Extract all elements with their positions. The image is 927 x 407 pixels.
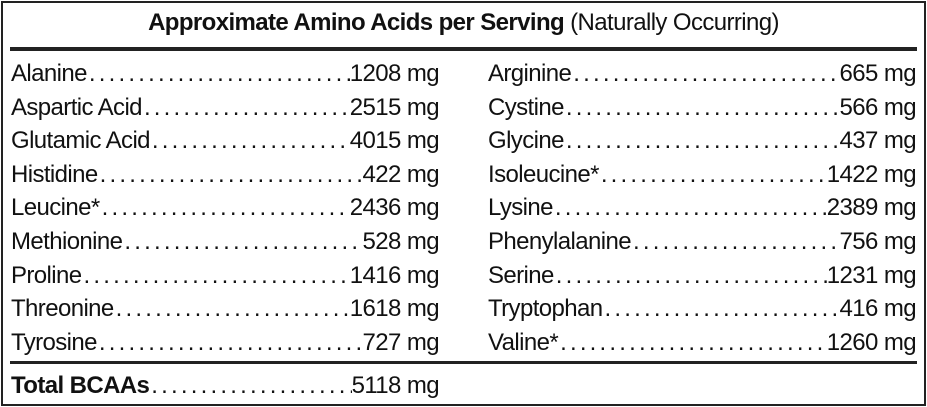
dot-leader: ........................................… [101, 194, 350, 222]
amino-acid-name: Cystine [488, 93, 564, 121]
amino-acid-amount: 1260 mg [826, 328, 917, 356]
dot-leader: ........................................… [565, 127, 840, 155]
amino-acid-row: Tyrosine................................… [11, 326, 440, 360]
amino-acid-name: Alanine [11, 60, 87, 87]
amino-acid-row: Aspartic Acid...........................… [11, 91, 440, 125]
amino-acid-amount: 665 mg [839, 60, 917, 87]
total-value: 5118 mg [351, 372, 440, 399]
amino-acid-name: Glutamic Acid [11, 127, 151, 155]
dot-leader: ........................................… [554, 194, 827, 222]
amino-acid-amount: 756 mg [839, 227, 917, 255]
amino-acid-name: Proline [11, 261, 82, 289]
amino-acid-amount: 1422 mg [826, 160, 917, 188]
dot-leader: ........................................… [560, 328, 827, 356]
amino-acid-name: Aspartic Acid [11, 93, 143, 121]
amino-acid-amount: 4015 mg [349, 127, 440, 155]
dot-leader: ........................................… [143, 93, 350, 121]
amino-acid-row: Lysine..................................… [488, 191, 917, 225]
footer-divider [10, 361, 917, 364]
amino-acid-amount: 1416 mg [349, 261, 440, 289]
amino-acid-amount: 422 mg [362, 160, 440, 188]
amino-acid-name: Histidine [11, 160, 98, 188]
header-divider [10, 47, 917, 51]
dot-leader: ........................................… [555, 261, 827, 289]
total-row: Total BCAAs ............................… [11, 369, 440, 403]
panel-title: Approximate Amino Acids per Serving (Nat… [148, 9, 779, 36]
amino-acid-row: Alanine.................................… [11, 57, 440, 91]
amino-acid-amount: 2436 mg [349, 194, 440, 222]
amino-acid-amount: 1208 mg [349, 60, 440, 87]
amino-acid-amount: 2389 mg [826, 194, 917, 222]
left-column: Alanine.................................… [11, 57, 440, 360]
amino-acid-row: Isoleucine*.............................… [488, 158, 917, 192]
amino-acid-row: Tryptophan..............................… [488, 292, 917, 326]
dot-leader: ........................................… [573, 60, 840, 87]
amino-acid-name: Isoleucine* [488, 160, 599, 188]
amino-acid-row: Methionine..............................… [11, 225, 440, 259]
amino-acid-name: Phenylalanine [488, 227, 632, 255]
amino-acid-amount: 1231 mg [826, 261, 917, 289]
amino-acid-name: Tyrosine [11, 328, 98, 356]
amino-acid-name: Serine [488, 261, 554, 289]
amino-acid-amount: 2515 mg [349, 93, 440, 121]
amino-acid-row: Arginine................................… [488, 57, 917, 91]
dot-leader: ........................................… [88, 60, 350, 87]
amino-acid-row: Glutamic Acid...........................… [11, 124, 440, 158]
amino-acid-row: Threonine...............................… [11, 292, 440, 326]
amino-acid-amount: 1618 mg [349, 295, 440, 323]
amino-acid-row: Cystine.................................… [488, 91, 917, 125]
amino-acid-name: Glycine [488, 127, 564, 155]
amino-acid-amount: 566 mg [839, 93, 917, 121]
amino-acid-name: Methionine [11, 227, 123, 255]
dot-leader: ........................................… [98, 328, 363, 356]
dot-leader: ........................................… [151, 127, 350, 155]
amino-acid-amount: 437 mg [839, 127, 917, 155]
amino-acid-name: Tryptophan [488, 295, 603, 323]
amino-acid-amount: 727 mg [362, 328, 440, 356]
dot-leader: ........................................… [83, 261, 350, 289]
dot-leader: ........................................… [633, 227, 840, 255]
amino-acid-row: Glycine.................................… [488, 124, 917, 158]
amino-acid-name: Valine* [488, 328, 559, 356]
amino-acid-name: Leucine* [11, 194, 100, 222]
dot-leader: ........................................… [115, 295, 350, 323]
amino-acid-amount: 416 mg [839, 295, 917, 323]
dot-leader: ........................................… [151, 372, 351, 399]
amino-acid-row: Serine..................................… [488, 259, 917, 293]
total-label: Total BCAAs [11, 372, 150, 399]
amino-acid-amount: 528 mg [362, 227, 440, 255]
amino-acid-name: Arginine [488, 60, 572, 87]
dot-leader: ........................................… [124, 227, 362, 255]
amino-acid-row: Phenylalanine...........................… [488, 225, 917, 259]
right-column: Arginine................................… [488, 57, 917, 360]
amino-acid-name: Threonine [11, 295, 114, 323]
dot-leader: ........................................… [604, 295, 840, 323]
amino-acid-row: Proline.................................… [11, 259, 440, 293]
amino-acid-row: Leucine*................................… [11, 191, 440, 225]
dot-leader: ........................................… [600, 160, 827, 188]
amino-acid-name: Lysine [488, 194, 553, 222]
amino-acid-row: Valine*.................................… [488, 326, 917, 360]
amino-acid-row: Histidine...............................… [11, 158, 440, 192]
dot-leader: ........................................… [565, 93, 840, 121]
dot-leader: ........................................… [99, 160, 363, 188]
